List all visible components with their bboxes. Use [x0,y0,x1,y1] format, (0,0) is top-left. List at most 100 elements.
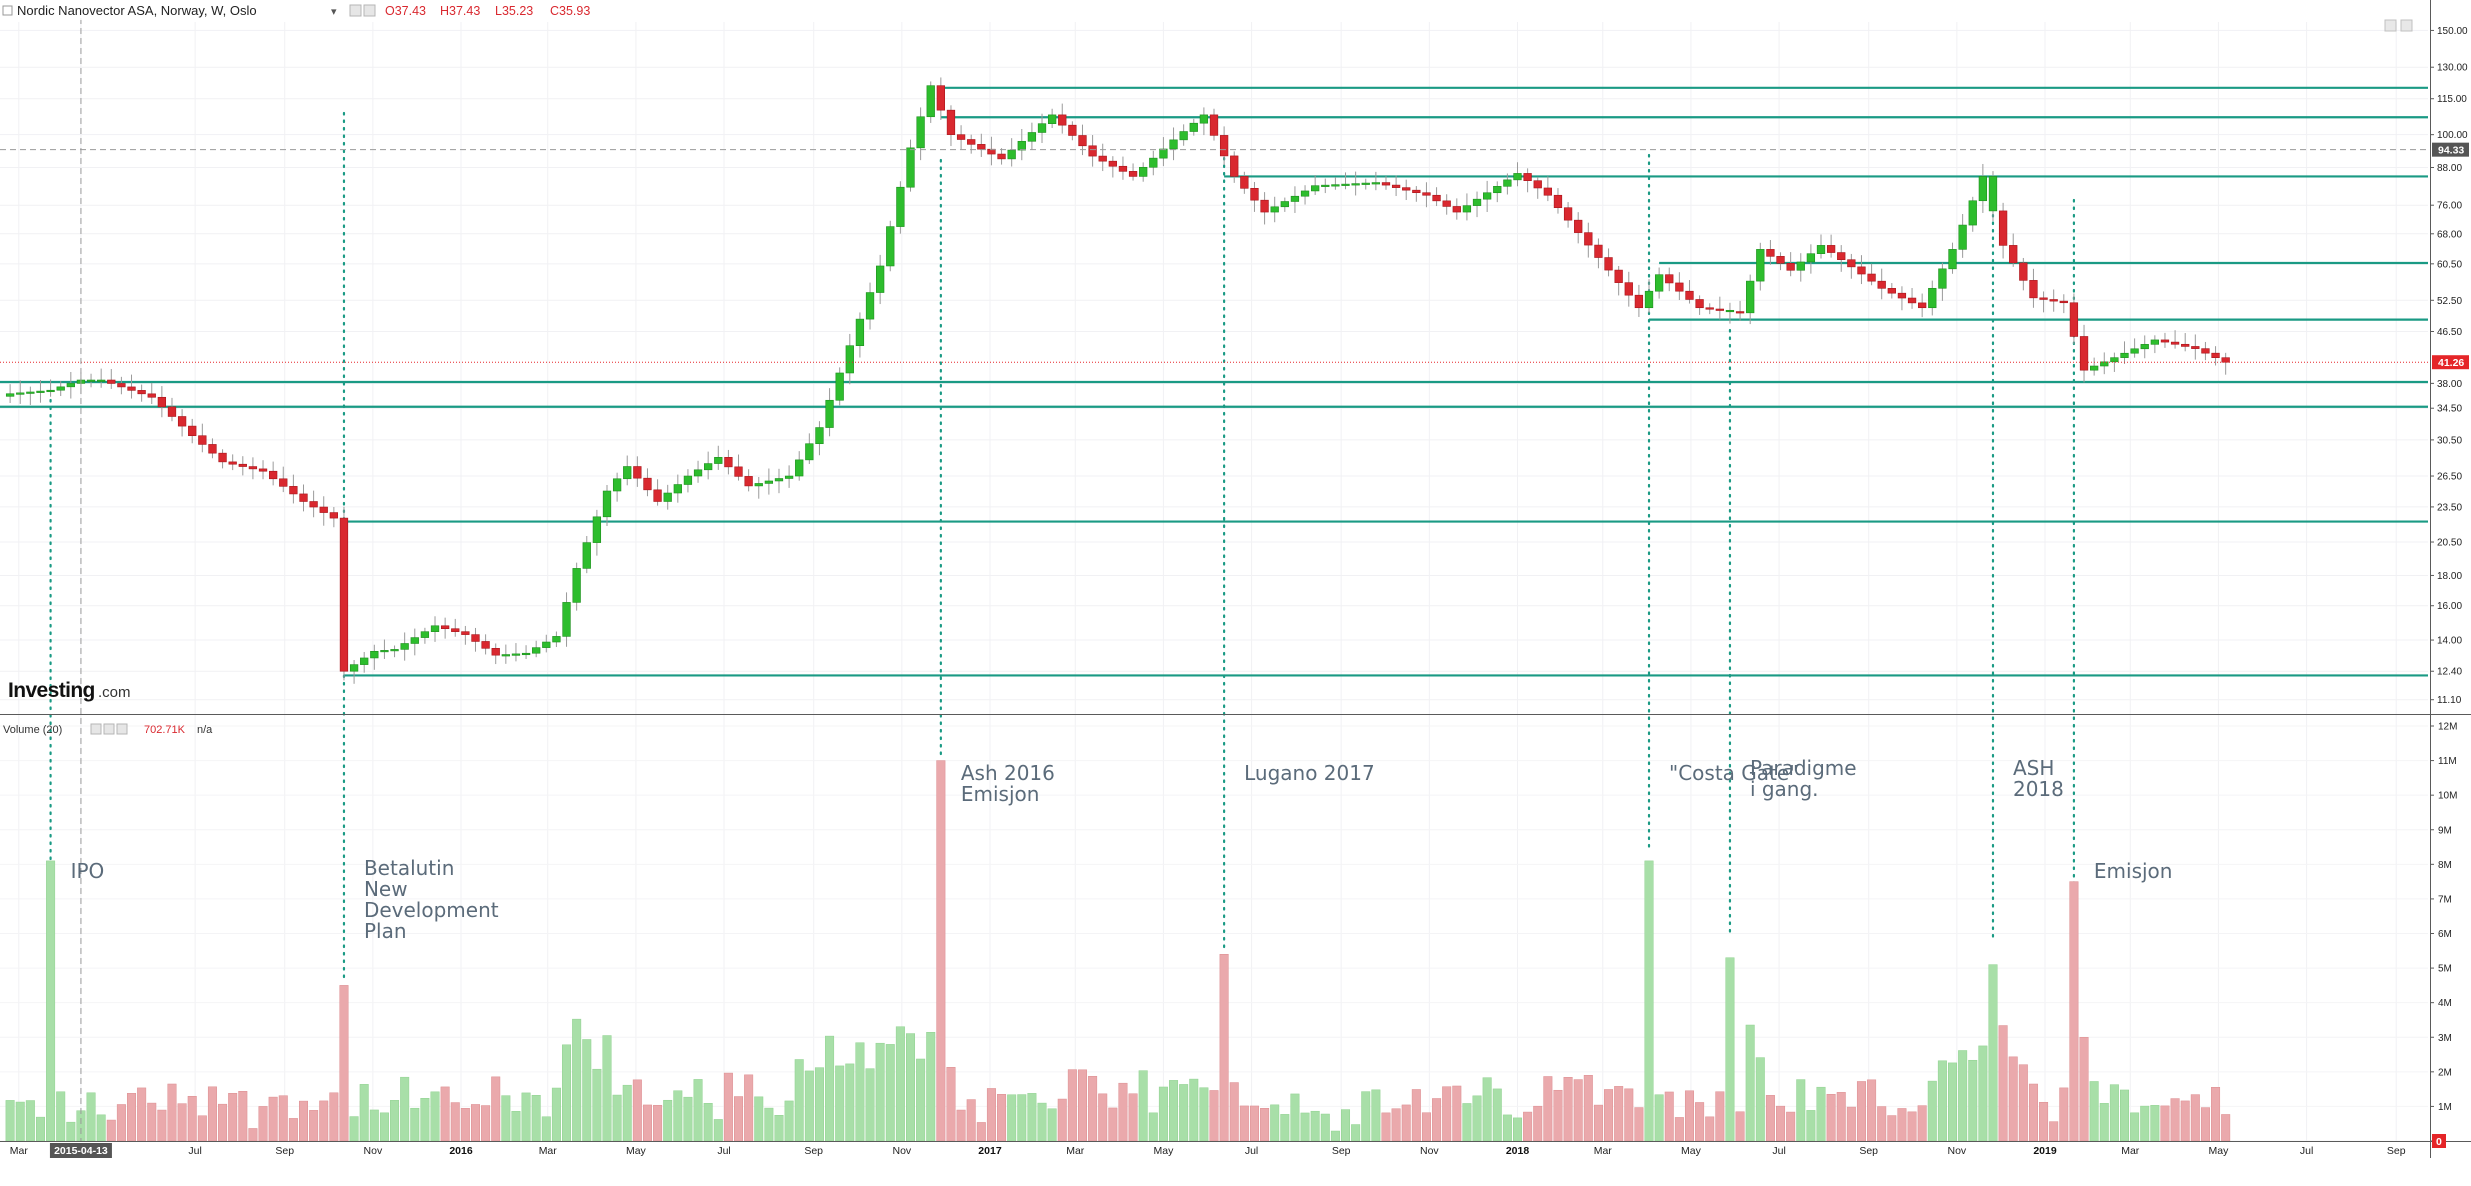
candle[interactable] [1918,302,1927,309]
candle[interactable] [521,652,531,656]
volume-bar[interactable] [926,1032,936,1142]
volume-bar[interactable] [86,1092,96,1142]
candle[interactable] [734,466,743,477]
volume-bar[interactable] [966,1099,976,1142]
candle[interactable] [309,501,318,508]
candle[interactable] [1837,252,1846,261]
candle[interactable] [1209,114,1219,136]
candle[interactable] [481,641,490,649]
candle[interactable] [1422,192,1431,196]
candle[interactable] [501,654,510,657]
candle[interactable] [319,506,328,513]
volume-bar[interactable] [1927,1080,1937,1142]
volume-bar[interactable] [76,1110,86,1142]
volume-bar[interactable] [612,1094,622,1142]
volume-bar[interactable] [359,1084,369,1142]
candle[interactable] [26,391,35,394]
candle[interactable] [845,345,854,374]
volume-bar[interactable] [1179,1084,1189,1142]
candle[interactable] [724,457,733,468]
volume-bar[interactable] [1573,1079,1583,1142]
candle[interactable] [1675,282,1684,292]
volume-bar[interactable] [258,1106,268,1142]
volume-bar[interactable] [2069,881,2079,1142]
candle[interactable] [1351,183,1360,186]
candle[interactable] [825,399,834,428]
volume-bar[interactable] [1351,1124,1361,1142]
volume-bar[interactable] [1968,1059,1978,1142]
candle[interactable] [1381,182,1391,186]
candle[interactable] [46,389,55,393]
candle[interactable] [1776,256,1785,264]
candle[interactable] [127,386,136,391]
candle[interactable] [1796,261,1805,271]
candle[interactable] [2029,280,2038,299]
candle[interactable] [1240,176,1249,189]
candle[interactable] [1665,274,1674,284]
candle[interactable] [1634,294,1644,309]
volume-bar[interactable] [1199,1087,1209,1142]
candle[interactable] [2150,339,2159,345]
candle[interactable] [380,650,389,653]
volume-bar[interactable] [329,1092,339,1142]
candle[interactable] [1816,245,1826,254]
volume-bar[interactable] [2059,1087,2069,1142]
volume-bar[interactable] [400,1076,410,1142]
candle[interactable] [491,648,500,656]
volume-bar[interactable] [814,1067,824,1142]
volume-bar[interactable] [1361,1091,1371,1142]
candle[interactable] [360,657,369,665]
volume-bar[interactable] [541,1116,551,1142]
volume-bar[interactable] [1553,1089,1563,1142]
volume-bar[interactable] [35,1116,45,1142]
candle[interactable] [2140,344,2149,350]
candle[interactable] [1462,205,1472,213]
candle[interactable] [1128,171,1138,177]
candle[interactable] [2201,348,2210,354]
candle[interactable] [896,186,905,227]
volume-bar[interactable] [976,1122,986,1142]
volume-bar[interactable] [1856,1081,1866,1142]
candle[interactable] [663,492,672,502]
volume-bar[interactable] [875,1042,885,1142]
volume-bar[interactable] [521,1092,531,1142]
candle[interactable] [167,406,177,417]
volume-bar[interactable] [1735,1111,1745,1142]
candle[interactable] [471,634,480,642]
candle[interactable] [137,390,146,395]
volume-bar[interactable] [349,1116,359,1142]
volume-bar[interactable] [430,1091,440,1142]
volume-bar[interactable] [663,1099,673,1142]
volume-bar[interactable] [268,1096,278,1142]
candle[interactable] [1402,187,1411,191]
candle[interactable] [602,490,612,518]
volume-bar[interactable] [319,1100,329,1142]
candle[interactable] [805,443,814,461]
volume-bar[interactable] [835,1065,845,1142]
volume-bar[interactable] [2211,1086,2221,1142]
candle[interactable] [1037,123,1047,133]
volume-bar[interactable] [339,985,349,1142]
volume-bar[interactable] [197,1115,207,1142]
volume-bar[interactable] [1654,1094,1664,1142]
candle[interactable] [1877,280,1886,289]
candle[interactable] [1432,194,1441,202]
volume-bar[interactable] [1917,1105,1927,1142]
candle[interactable] [56,386,65,391]
volume-bar[interactable] [1593,1104,1603,1142]
candle[interactable] [673,484,682,494]
candle[interactable] [218,452,227,463]
candle[interactable] [542,641,551,648]
volume-bar[interactable] [2140,1105,2150,1142]
candle[interactable] [1887,288,1896,294]
volume-bar[interactable] [309,1110,319,1142]
volume-bar[interactable] [1118,1082,1128,1142]
candle[interactable] [1786,263,1795,271]
candle[interactable] [269,470,278,480]
volume-bar[interactable] [238,1091,248,1142]
candle[interactable] [1543,187,1552,196]
candle[interactable] [876,265,885,293]
volume-bar[interactable] [2049,1121,2059,1142]
volume-bar[interactable] [1533,1105,1543,1142]
candle[interactable] [451,628,460,632]
